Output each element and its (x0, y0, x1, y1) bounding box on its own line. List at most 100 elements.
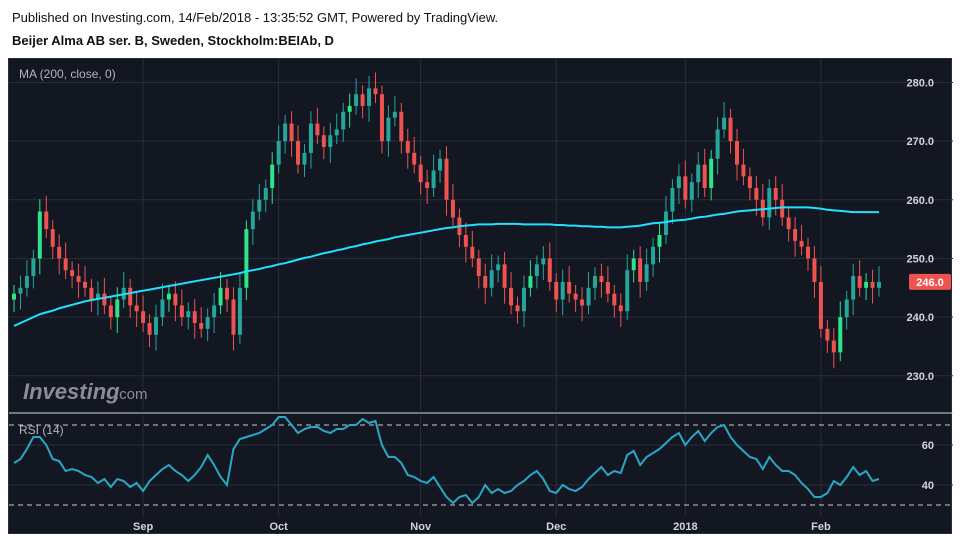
candle-body (793, 229, 798, 241)
candle-body (225, 287, 230, 300)
candle-body (160, 299, 165, 318)
candle-body (89, 287, 94, 300)
candle-body (70, 270, 75, 277)
candle-body (231, 299, 236, 335)
candle-body (605, 281, 610, 294)
candle-body (147, 323, 152, 335)
candle-body (425, 182, 430, 189)
candle-body (496, 264, 501, 271)
candle-body (877, 281, 881, 288)
candle-body (412, 152, 417, 165)
candle-body (302, 152, 307, 165)
candle-body (431, 170, 436, 189)
candle-body (341, 111, 346, 130)
candle-body (586, 287, 591, 306)
candle-body (379, 94, 384, 142)
candle-body (386, 117, 391, 142)
candle-body (102, 293, 107, 306)
candle-body (728, 117, 733, 142)
candle-body (734, 141, 739, 165)
candle-body (237, 287, 242, 335)
moving-average (13, 206, 879, 327)
price-tick-label: 240.0 (906, 312, 934, 324)
candle-body (476, 258, 481, 277)
candle-body (554, 281, 559, 300)
candle-body (831, 340, 836, 353)
candle-body (321, 135, 326, 147)
time-axis: Sep Oct Nov Dec 2018 Feb (133, 521, 831, 533)
candle-body (515, 305, 520, 312)
candle-body (296, 141, 301, 165)
candle-body (657, 235, 662, 247)
investing-logo: Investing .com (23, 379, 148, 404)
candle-body (257, 199, 262, 212)
rsi-line (13, 416, 880, 505)
candle-body (205, 317, 210, 329)
candle-body (250, 211, 255, 230)
candle-body (767, 188, 772, 218)
candle-body (844, 299, 849, 318)
candle-body (780, 199, 785, 218)
candles (12, 72, 881, 369)
candle-body (50, 229, 55, 247)
candle-body (334, 129, 339, 136)
candle-body (541, 258, 546, 265)
candle-body (373, 88, 378, 95)
time-tick-label: Dec (546, 521, 566, 533)
last-price-label: 246.0 (916, 277, 944, 289)
price-tick-label: 230.0 (906, 371, 934, 383)
ma200-line (13, 206, 879, 327)
candle-body (786, 217, 791, 230)
candle-body (547, 258, 552, 282)
candle-body (799, 240, 804, 247)
candle-body (689, 182, 694, 200)
candle-body (567, 281, 572, 294)
candle-body (44, 211, 49, 230)
candle-body (173, 293, 178, 306)
candle-body (128, 287, 133, 306)
candle-body (263, 188, 268, 200)
candle-body (360, 94, 365, 106)
candle-body (347, 105, 352, 112)
candle-body (115, 299, 120, 318)
candle-body (399, 111, 404, 142)
candle-body (747, 176, 752, 189)
logo-suffix: .com (115, 386, 148, 403)
candle-body (166, 293, 171, 300)
candle-body (612, 293, 617, 306)
candle-body (702, 164, 707, 189)
price-tick-label: 280.0 (906, 77, 934, 89)
candle-body (24, 276, 29, 288)
indicator-legend[interactable]: MA (200, close, 0) (19, 67, 116, 81)
candle-body (870, 281, 875, 288)
candle-body (367, 88, 372, 106)
candle-body (141, 311, 146, 323)
candle-body (212, 305, 217, 318)
candle-body (134, 305, 139, 312)
candle-body (470, 246, 475, 259)
candle-body (638, 258, 643, 282)
time-tick-label: Oct (269, 521, 288, 533)
candle-body (599, 276, 604, 282)
candle-body (773, 188, 778, 200)
grid-lines (9, 59, 953, 517)
candle-body (670, 188, 675, 212)
candle-body (625, 270, 630, 312)
candle-body (715, 129, 720, 159)
candle-body (154, 317, 159, 335)
candle-body (857, 276, 862, 288)
candle-body (618, 305, 623, 312)
candle-body (463, 235, 468, 247)
rsi-tick-label: 40 (922, 480, 934, 492)
candle-body (31, 258, 36, 277)
candle-body (76, 276, 81, 282)
candle-body (276, 141, 281, 165)
candle-body (631, 258, 636, 271)
candle-body (825, 328, 830, 341)
chart-canvas[interactable]: 280.0 270.0 260.0 250.0 240.0 230.0 60 40 Sep Oc… (9, 59, 953, 535)
candle-body (818, 281, 823, 329)
candle-body (95, 293, 100, 300)
candle-body (709, 158, 714, 189)
time-tick-label: 2018 (673, 521, 697, 533)
rsi-legend[interactable]: RSI (14) (19, 423, 64, 437)
